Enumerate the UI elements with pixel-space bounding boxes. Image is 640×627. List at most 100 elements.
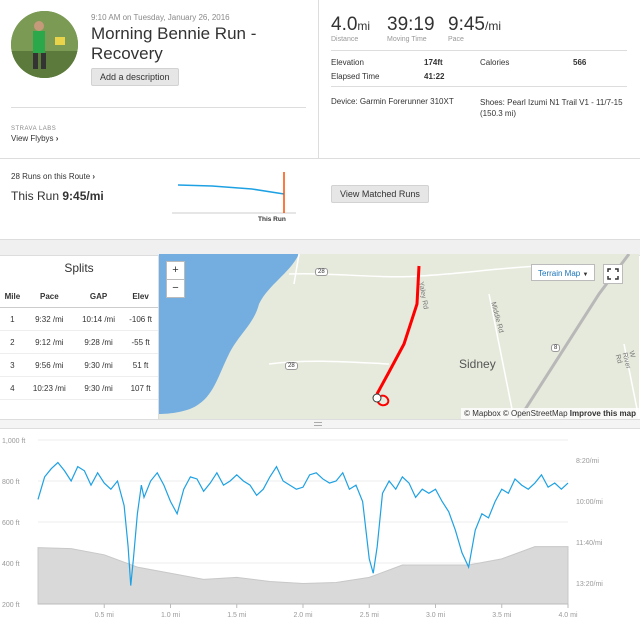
col-mile: Mile [0,285,25,308]
col-gap: GAP [73,285,124,308]
x-tick-label: 0.5 mi [95,612,115,619]
road [488,293,515,419]
shoes-line2: (150.3 mi) [480,109,517,118]
x-axis: 0.5 mi 1.0 mi 1.5 mi 2.0 mi 2.5 mi 3.0 mi 3.5 … [38,603,578,619]
cell: 4 [0,376,25,400]
stat-pace: 9:45/mi Pace [448,14,501,43]
pace-value: 9:45 [448,14,485,35]
map-layer-label: Terrain Map [538,269,581,278]
this-run-pace: This Run 9:45/mi [11,189,104,203]
shoes-info: Shoes: Pearl Izumi N1 Trail V1 - 11/7-15… [480,97,623,119]
zoom-in-button[interactable]: + [166,261,185,280]
osm-attribution-link[interactable]: © OpenStreetMap [502,409,568,418]
fullscreen-button[interactable] [603,264,623,284]
y-left-tick-label: 400 ft [2,561,20,568]
splits-panel: Splits Mile Pace GAP Elev 1 9:32 /mi 10:… [0,255,159,425]
mapbox-attribution-link[interactable]: © Mapbox [464,409,501,418]
cell: 107 ft [123,376,158,400]
divider [331,86,627,87]
distance-value: 4.0 [331,14,358,35]
add-description-button[interactable]: Add a description [91,68,179,86]
this-run-pace-value: 9:45/mi [62,189,104,203]
route-map[interactable]: 28 28 8 Yaley Rd Middle Rd W River Rd Si… [159,254,639,419]
pace-label: Pace [448,36,464,43]
cell: 9:32 /mi [24,307,74,331]
cell: -55 ft [123,330,158,354]
divider [0,158,640,159]
x-tick-label: 1.0 mi [161,612,181,619]
y-left-tick-label: 800 ft [2,479,20,486]
cell: 9:28 /mi [73,330,124,354]
stat-moving-time: 39:19 Moving Time [387,14,435,43]
y-right-tick-label: 11:40/mi [576,540,603,547]
table-row: 3 9:56 /mi 9:30 /mi 51 ft [0,353,158,377]
x-tick-label: 2.0 mi [293,612,313,619]
this-run-marker-label: This Run [258,216,286,223]
y-left-tick-label: 200 ft [2,602,20,609]
lake-shape [159,254,299,414]
map-layer-select[interactable]: Terrain Map ▼ [531,264,595,281]
distance-unit: mi [357,19,371,33]
distance-label: Distance [331,36,359,43]
matched-runs-sparkline [172,172,296,214]
start-marker-icon [372,393,382,403]
y-axis-left: 1,000 ft 800 ft 600 ft 400 ft 200 ft [2,438,25,609]
zoom-out-button[interactable]: − [166,279,185,298]
route-shield: 28 [315,268,328,276]
y-axis-right: 8:20/mi 10:00/mi 11:40/mi 13:20/mi [576,458,603,588]
athlete-avatar[interactable] [11,11,78,78]
device-info: Device: Garmin Forerunner 310XT [331,97,454,106]
cell: 9:30 /mi [73,353,124,377]
col-elev: Elev [123,285,158,308]
activity-title-line1: Morning Bennie Run - [91,24,257,43]
cell: 51 ft [123,353,158,377]
route-line [375,265,421,395]
stat-distance: 4.0mi Distance [331,14,370,43]
cell: 9:56 /mi [24,353,74,377]
chevron-right-icon: › [55,134,59,143]
calories-label: Calories [480,58,510,67]
y-left-tick-label: 1,000 ft [2,438,25,445]
chevron-right-icon: › [92,172,96,181]
view-flybys-link[interactable]: View Flybys › [11,134,58,143]
pace-series-line [37,461,569,586]
calories-value: 566 [573,58,587,67]
cell: 10:23 /mi [24,376,74,400]
y-right-tick-label: 10:00/mi [576,499,603,506]
cell: 3 [0,353,25,377]
elevation-label: Elevation [331,58,364,67]
y-right-tick-label: 8:20/mi [576,458,599,465]
y-left-tick-label: 600 ft [2,520,20,527]
drag-grip-icon [314,422,322,426]
view-flybys-label: View Flybys [11,134,54,143]
improve-map-link[interactable]: Improve this map [569,409,636,418]
this-run-label: This Run [11,189,60,203]
x-tick-label: 3.0 mi [426,612,446,619]
col-pace: Pace [24,285,74,308]
view-matched-runs-button[interactable]: View Matched Runs [331,185,429,203]
divider [11,107,306,108]
table-row: 1 9:32 /mi 10:14 /mi -106 ft [0,307,158,331]
moving-time-label: Moving Time [387,36,427,43]
elevation-area [37,546,569,605]
table-row: 2 9:12 /mi 9:28 /mi -55 ft [0,330,158,354]
divider [331,50,627,51]
cell: 9:12 /mi [24,330,74,354]
x-tick-label: 3.5 mi [492,612,512,619]
runs-on-route-label: 28 Runs on this Route [11,172,91,181]
expand-icon [607,268,619,280]
splits-title: Splits [64,261,94,275]
activity-title-line2: Recovery [91,44,163,63]
cell: 9:30 /mi [73,376,124,400]
matched-runs-link[interactable]: 28 Runs on this Route › [11,172,95,181]
y-right-tick-label: 13:20/mi [576,581,603,588]
cell: 1 [0,307,25,331]
resize-handle[interactable] [0,419,640,429]
elevation-pace-chart[interactable]: 1,000 ft 800 ft 600 ft 400 ft 200 ft 8:20/mi… [0,432,640,627]
moving-time-value: 39:19 [387,14,435,35]
table-row: 4 10:23 /mi 9:30 /mi 107 ft [0,376,158,400]
activity-datetime: 9:10 AM on Tuesday, January 26, 2016 [91,13,230,22]
pace-unit: /mi [484,19,501,33]
elapsed-value: 41:22 [424,72,445,81]
elapsed-label: Elapsed Time [331,72,380,81]
